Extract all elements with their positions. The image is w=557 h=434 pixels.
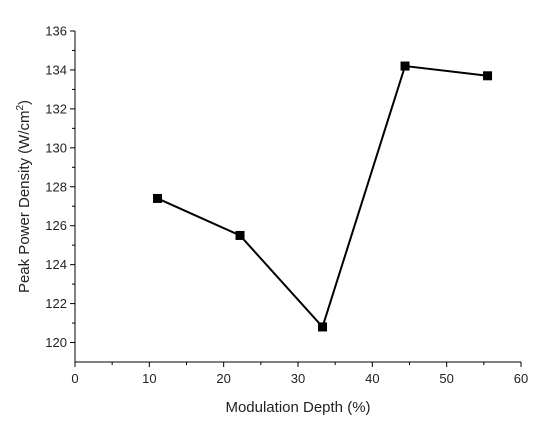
y-tick-label: 120	[45, 335, 67, 350]
x-axis-title-text: Modulation Depth (%)	[225, 399, 370, 416]
x-tick-label: 0	[71, 371, 78, 386]
data-point	[318, 322, 328, 332]
series-line	[157, 64, 488, 329]
y-tick-label: 124	[45, 257, 67, 272]
x-axis-title: Modulation Depth (%)	[225, 399, 370, 416]
y-tick-label: 134	[45, 62, 67, 77]
data-point	[235, 230, 245, 240]
x-tick-label: 50	[439, 371, 453, 386]
y-axis-title-suffix: )	[16, 100, 33, 105]
x-ticks: 0 10 20 30 40 50 60	[71, 362, 528, 386]
data-point	[400, 61, 410, 71]
data-point	[153, 193, 163, 203]
axes	[74, 31, 521, 363]
y-tick-label: 132	[45, 101, 67, 116]
plot-area	[153, 61, 493, 332]
y-axis-title-prefix: Peak Power Density (W/cm	[16, 111, 33, 294]
y-ticks: 120 122 124 126 128 130 132 134 136	[45, 24, 75, 350]
y-tick-label: 128	[45, 179, 67, 194]
x-tick-label: 40	[365, 371, 379, 386]
x-tick-label: 20	[216, 371, 230, 386]
x-tick-label: 30	[291, 371, 305, 386]
y-tick-label: 136	[45, 24, 67, 39]
x-tick-label: 60	[514, 371, 528, 386]
y-axis-title: Peak Power Density (W/cm2)	[15, 100, 33, 293]
x-tick-label: 10	[142, 371, 156, 386]
y-axis-title-superscript: 2	[15, 105, 26, 111]
data-point	[483, 71, 493, 81]
y-tick-label: 122	[45, 296, 67, 311]
y-tick-label: 126	[45, 218, 67, 233]
y-tick-label: 130	[45, 140, 67, 155]
